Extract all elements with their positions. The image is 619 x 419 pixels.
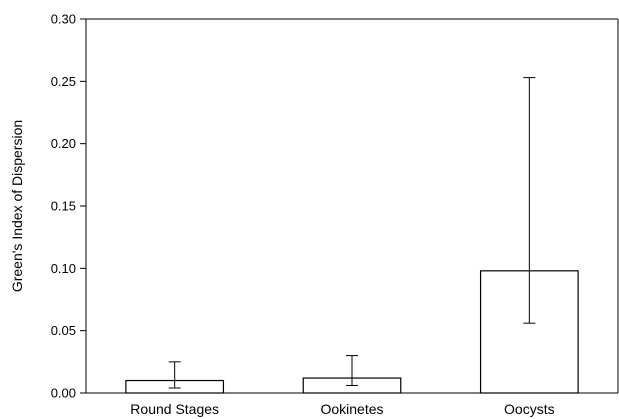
y-tick-label: 0.30	[51, 12, 76, 27]
y-tick-label: 0.05	[51, 323, 76, 338]
y-axis-label: Green's Index of Dispersion	[9, 120, 25, 292]
y-axis-ticks: 0.00 0.05 0.10 0.15 0.20 0.25 0.30	[51, 12, 86, 401]
x-axis-labels: Round Stages Ookinetes Oocysts	[130, 401, 554, 417]
error-bars	[168, 77, 536, 389]
y-tick-label: 0.10	[51, 261, 76, 276]
x-category-label: Round Stages	[130, 401, 219, 417]
y-tick-label: 0.00	[51, 386, 76, 401]
x-category-label: Oocysts	[504, 401, 555, 417]
y-tick-label: 0.15	[51, 199, 76, 214]
x-category-label: Ookinetes	[320, 401, 383, 417]
y-tick-label: 0.20	[51, 136, 76, 151]
y-tick-label: 0.25	[51, 74, 76, 89]
